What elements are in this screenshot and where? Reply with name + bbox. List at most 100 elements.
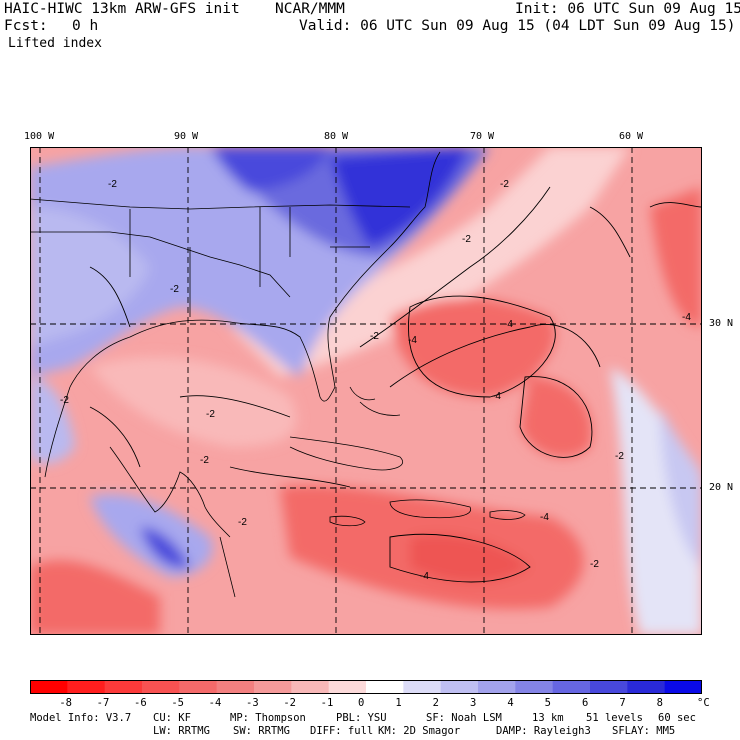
contour-label: -2 [200,455,209,466]
field-atlantic-red1 [390,298,556,397]
lat-lon-grid [30,147,702,635]
colorbar-cell [254,680,292,694]
model-info-version: Model Info: V3.7 [30,712,132,724]
forecast-label: Fcst: [4,18,48,34]
forecast-hour: 0 h [72,18,99,34]
colorbar-tick-label: 2 [432,697,439,709]
contour-label: -2 [170,284,179,295]
colorbar-cell [440,680,479,694]
colorbar-cell [142,680,180,694]
lon-label-90w: 90 W [174,131,199,142]
model-info-lw: LW: RRTMG [153,725,210,737]
contour-label: -2 [370,331,379,342]
field-mexico-blue [30,377,75,464]
colorbar-tick-label: 4 [507,697,514,709]
field-atlantic-pale [610,367,702,635]
lat-label-30n: 30 N [709,318,734,329]
contour-label: -2 [206,409,215,420]
colorbar-cell [403,680,442,694]
field-pacific-red [30,560,160,635]
field-atlantic-lightblue [660,407,702,567]
colorbar-tick-label: 1 [395,697,402,709]
contour-lines [89,186,702,583]
field-atlantic-red2 [520,377,592,458]
colorbar-tick-label: -4 [208,697,222,709]
model-info-km: KM: 2D Smagor [378,725,461,737]
contour-label: -4 [504,319,513,330]
colorbar-cell [291,680,330,694]
model-info-pbl: PBL: YSU [336,712,387,724]
colorbar-tick-label: -7 [96,697,110,709]
colorbar-tick-label: 3 [470,697,477,709]
map-frame [30,147,702,635]
colorbar-cell [478,680,516,694]
colorbar-tick-label: 0 [358,697,365,709]
model-info-cu: CU: KF [153,712,191,724]
contour-label: -2 [462,234,471,245]
lon-label-80w: 80 W [324,131,349,142]
contour-label: -4 [682,312,691,323]
colorbar-unit: °C [697,697,710,709]
contour-label: -2 [238,517,247,528]
field-name: Lifted index [8,36,102,51]
model-info-sw: SW: RRTMG [233,725,290,737]
init-time: Init: 06 UTC Sun 09 Aug 15 [515,1,740,17]
colorbar-tick-label: -1 [320,697,334,709]
contour-label: -2 [108,179,117,190]
colorbar-cell [590,680,628,694]
colorbar-cell [515,680,554,694]
valid-time: Valid: 06 UTC Sun 09 Aug 15 (04 LDT Sun … [299,18,736,34]
field-northeast-red [650,187,702,327]
contour-label: -2 [500,179,509,190]
field-top-deep [210,147,330,192]
model-info-dt: 60 sec [658,712,696,724]
colorbar-cell [104,680,143,694]
model-info-sflay: SFLAY: MM5 [612,725,676,737]
colorbar-cell [328,680,367,694]
field-centam-deep [140,527,190,568]
colorbar-tick-label: -8 [59,697,72,709]
model-title: HAIC-HIWC 13km ARW-GFS init [4,1,240,17]
colorbar-cell [216,680,255,694]
colorbar-cell [366,680,404,694]
colorbar-tick-label: 5 [544,697,551,709]
coastlines [30,151,526,598]
colorbar [30,680,702,694]
contour-label: -4 [420,571,429,582]
colorbar-cell [179,680,218,694]
lifted-index-map: -2 -2 -2 -2 -2 -2 -2 -2 -2 -2 -2 -4 -4 -… [30,147,702,635]
field-virginia-deep [330,147,470,247]
field-texas-blue [30,207,150,347]
colorbar-tick-label: 7 [619,697,626,709]
colorbar-tick-label: 8 [656,697,663,709]
model-info-diff: DIFF: full [310,725,374,737]
colorbar-cell [30,680,68,694]
contour-label: -4 [492,391,501,402]
model-info-sf: SF: Noah LSM [426,712,502,724]
org-label: NCAR/MMM [275,1,345,17]
model-info-res: 13 km [532,712,564,724]
field-gulf-pale [90,357,297,447]
colorbar-tick-label: -5 [171,697,184,709]
colorbar-tick-label: -6 [134,697,147,709]
colorbar-tick-label: 6 [582,697,589,709]
contour-label: -2 [590,559,599,570]
model-info-mp: MP: Thompson [230,712,306,724]
colorbar-tick-label: -2 [283,697,296,709]
contour-label: -4 [540,512,549,523]
lon-label-70w: 70 W [470,131,495,142]
contour-label: -2 [615,451,624,462]
model-info-levels: 51 levels [586,712,643,724]
contour-label: -2 [60,395,69,406]
lon-label-60w: 60 W [619,131,644,142]
lon-label-100w: 100 W [24,131,55,142]
colorbar-cell [664,680,702,694]
field-caribbean-deep [410,534,530,582]
model-info-damp: DAMP: Rayleigh3 [496,725,591,737]
colorbar-cell [627,680,666,694]
colorbar-tick-label: -3 [246,697,259,709]
lat-label-20n: 20 N [709,482,734,493]
contour-label: -4 [408,335,417,346]
colorbar-cell [552,680,591,694]
colorbar-cell [67,680,106,694]
